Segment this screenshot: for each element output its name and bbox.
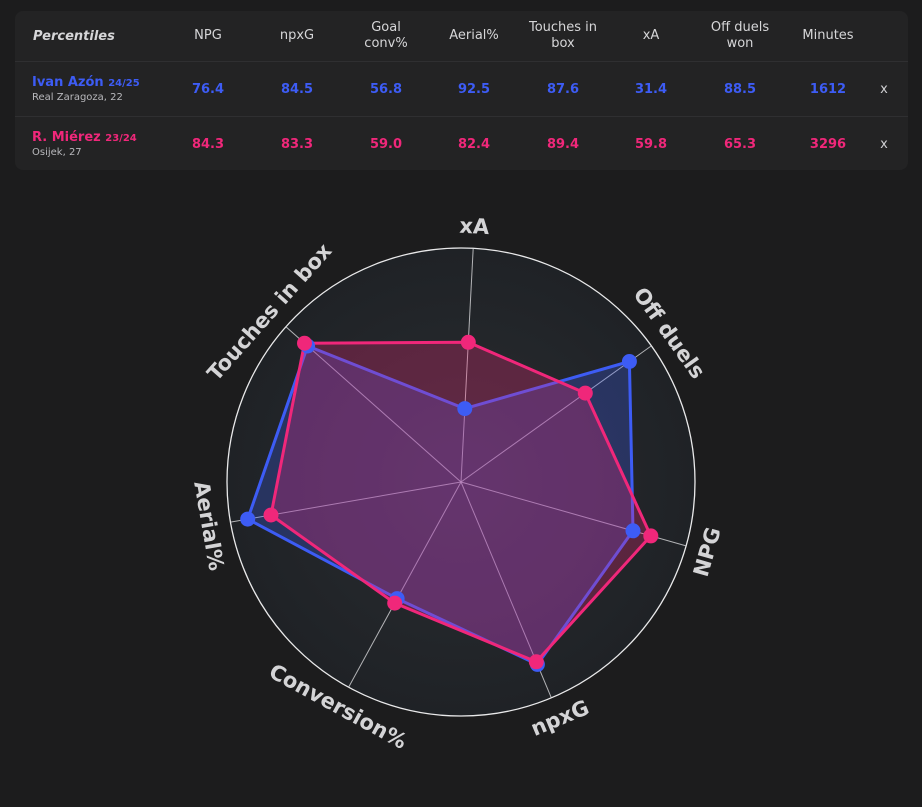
table-row-player-2: R. Miérez 23/24 Osijek, 27 84.3 83.3 59.…: [15, 117, 908, 171]
radar-series-1-point-2: [621, 354, 637, 369]
radar-series-2-point-2: [577, 385, 593, 401]
radar-series-2-point-4: [528, 654, 544, 670]
col-header-off-duels[interactable]: Off duels won: [710, 20, 770, 51]
remove-player-1-button[interactable]: x: [880, 81, 888, 97]
radar-series-2-point-5: [387, 595, 403, 611]
col-header-goal-conv[interactable]: Goal conv%: [364, 20, 408, 51]
player-1-goal-conv: 56.8: [369, 81, 403, 97]
player-1-xa: 31.4: [634, 81, 668, 97]
player-2-info: R. Miérez 23/24 Osijek, 27: [32, 117, 137, 171]
col-header-minutes[interactable]: Minutes: [802, 28, 854, 43]
player-1-season: 24/25: [108, 77, 140, 89]
player-2-xa: 59.8: [634, 136, 668, 152]
table-header-row: Percentiles NPG npxG Goal conv% Aerial% …: [15, 11, 908, 62]
radar-axis-label-aerial-: Aerial%: [189, 479, 228, 572]
header-percentiles-label: Percentiles: [33, 28, 115, 44]
player-1-club: Real Zaragoza, 22: [32, 91, 123, 103]
player-1-npg: 76.4: [191, 81, 225, 97]
player-1-npxg: 84.5: [280, 81, 314, 97]
radar-series: [240, 334, 659, 672]
radar-series-2-polygon: [269, 340, 653, 664]
player-2-club: Osijek, 27: [32, 146, 82, 158]
player-2-goal-conv: 59.0: [369, 136, 403, 152]
radar-series-2-point-1: [460, 334, 476, 350]
radar-series-1-point-6: [240, 511, 256, 527]
col-header-xa[interactable]: xA: [642, 28, 660, 43]
player-1-aerial: 92.5: [457, 81, 491, 97]
radar-spoke-touches-in-box: [285, 326, 462, 483]
player-2-aerial: 82.4: [457, 136, 491, 152]
player-1-name-line[interactable]: Ivan Azón 24/25: [32, 75, 140, 91]
radar-series-1-point-1: [457, 401, 473, 417]
radar-spokes: [230, 248, 687, 699]
radar-series-2-point-3: [643, 528, 659, 544]
player-2-npg: 84.3: [191, 136, 225, 152]
radar-series-1-point-3: [625, 523, 641, 539]
player-1-name: Ivan Azón: [32, 74, 104, 90]
player-1-touches-box: 87.6: [546, 81, 580, 97]
radar-axis-label-npg: NPG: [689, 524, 726, 579]
col-header-touches-box[interactable]: Touches in box: [528, 20, 598, 51]
col-header-aerial[interactable]: Aerial%: [449, 28, 499, 43]
player-2-npxg: 83.3: [280, 136, 314, 152]
player-1-off-duels: 88.5: [723, 81, 757, 97]
player-1-info: Ivan Azón 24/25 Real Zaragoza, 22: [32, 62, 140, 116]
radar-spoke-conversion-: [348, 481, 462, 688]
radar-spoke-off-duels: [460, 345, 652, 483]
table-row-player-1: Ivan Azón 24/25 Real Zaragoza, 22 76.4 8…: [15, 62, 908, 117]
player-2-minutes: 3296: [809, 136, 847, 152]
radar-series-2-point-6: [263, 507, 279, 523]
col-header-npg[interactable]: NPG: [194, 28, 222, 43]
player-2-touches-box: 89.4: [546, 136, 580, 152]
remove-player-2-button[interactable]: x: [880, 136, 888, 152]
radar-axis-label-xa: xA: [459, 214, 491, 240]
player-2-off-duels: 65.3: [723, 136, 757, 152]
radar-spoke-xa: [460, 248, 474, 483]
player-2-name: R. Miérez: [32, 129, 101, 145]
player-1-minutes: 1612: [809, 81, 847, 97]
player-2-name-line[interactable]: R. Miérez 23/24: [32, 130, 137, 146]
col-header-npxg[interactable]: npxG: [279, 28, 315, 43]
radar-series-2-point-7: [297, 335, 312, 351]
comparison-table: Percentiles NPG npxG Goal conv% Aerial% …: [15, 11, 908, 170]
player-2-season: 23/24: [105, 132, 137, 144]
